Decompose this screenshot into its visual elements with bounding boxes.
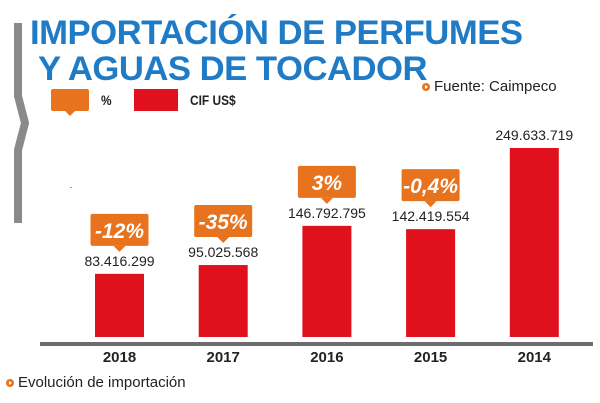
- category-label-2017: 2017: [207, 349, 240, 366]
- percent-badge-bg: [401, 169, 460, 202]
- chart-title-line2: Y AGUAS DE TOCADOR: [38, 50, 428, 88]
- value-label-2018: 83.416.299: [84, 253, 154, 269]
- legend-swatch-cif: [134, 89, 178, 111]
- percent-label-2017: -35%: [199, 211, 248, 234]
- chart-title-line1: IMPORTACIÓN DE PERFUMES: [30, 14, 523, 52]
- percent-badge-2017: -35%: [194, 205, 253, 244]
- x-axis-line: [40, 342, 593, 346]
- percent-label-2016: 3%: [312, 172, 343, 195]
- percent-badge-2015: -0,4%: [401, 169, 460, 208]
- percent-badge-bg: [297, 165, 356, 198]
- bar-2017: [198, 265, 248, 337]
- percent-badge-pointer: [424, 201, 437, 208]
- bullet-icon: [6, 379, 14, 388]
- percent-badge-pointer: [217, 237, 230, 244]
- percent-label-2018: -12%: [95, 220, 144, 243]
- value-label-2016: 146.792.795: [288, 205, 366, 221]
- legend-swatch-percent: [51, 89, 89, 116]
- bar-2014: [509, 148, 559, 337]
- legend-label-cif: CIF US$: [190, 92, 236, 108]
- category-label-2015: 2015: [414, 349, 447, 366]
- percent-label-2015: -0,4%: [403, 175, 458, 198]
- percent-badge-2018: -12%: [90, 213, 149, 252]
- source-text: Fuente: Caimpeco: [434, 78, 557, 95]
- bar-2015: [406, 229, 456, 337]
- legend-label-percent: %: [101, 92, 112, 108]
- bullet-icon: [422, 83, 430, 92]
- bar-2018: [95, 273, 144, 337]
- percent-badge-bg: [90, 213, 149, 246]
- bar-2016: [302, 225, 352, 337]
- footer-note: Evolución de importación: [6, 374, 186, 391]
- side-bracket: [14, 23, 30, 223]
- percent-badge-bg: [194, 205, 253, 238]
- value-label-2015: 142.419.554: [392, 208, 470, 224]
- category-label-2014: 2014: [518, 349, 552, 366]
- percent-badge-2016: 3%: [297, 165, 356, 204]
- percent-badge-pointer: [113, 245, 126, 252]
- source-note: Fuente: Caimpeco: [422, 78, 557, 95]
- footer-text: Evolución de importación: [18, 374, 186, 391]
- stray-dot: [70, 187, 72, 188]
- value-label-2017: 95.025.568: [188, 244, 258, 260]
- percent-badge-pointer: [320, 197, 333, 204]
- category-label-2016: 2016: [310, 349, 343, 366]
- value-label-2014: 249.633.719: [495, 127, 573, 143]
- category-label-2018: 2018: [103, 349, 136, 366]
